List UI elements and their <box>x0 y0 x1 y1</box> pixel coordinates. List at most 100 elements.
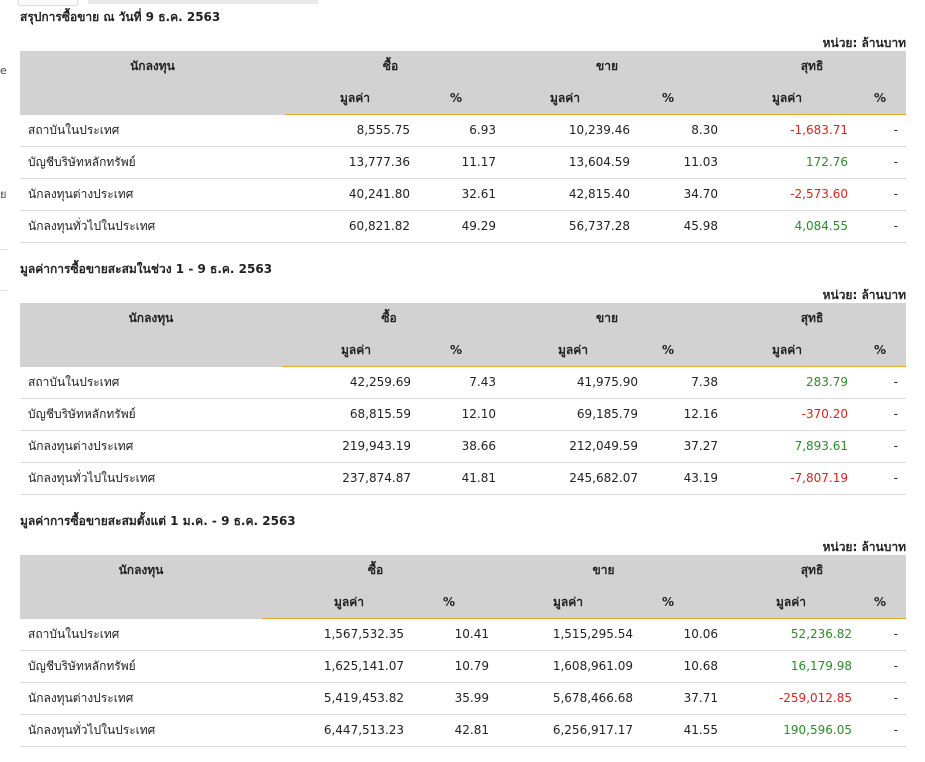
table-row: นักลงทุนทั่วไปในประเทศ 60,821.82 49.29 56,7… <box>20 211 906 243</box>
buy-percent-cell: 11.17 <box>461 155 496 169</box>
subheader-net-percent: % <box>874 343 887 357</box>
sell-value-cell: 212,049.59 <box>569 439 638 453</box>
net-value-cell: 16,179.98 <box>790 659 852 673</box>
investor-type-cell: นักลงทุนทั่วไปในประเทศ <box>28 723 156 737</box>
left-edge-fragment: e <box>0 64 7 77</box>
left-edge-divider <box>0 290 8 291</box>
top-tab[interactable] <box>18 0 78 6</box>
subheader-buy-percent: % <box>450 91 463 105</box>
subheader-blank <box>20 587 262 619</box>
subheader-net-value: มูลค่า <box>776 595 807 609</box>
sell-value-cell: 245,682.07 <box>569 471 638 485</box>
header-net: สุทธิ <box>800 563 824 577</box>
net-value-cell: 7,893.61 <box>794 439 848 453</box>
left-edge-panel: e ย <box>0 0 8 762</box>
header-net: สุทธิ <box>800 311 824 325</box>
investor-type-cell: สถาบันในประเทศ <box>28 627 120 641</box>
trading-section: มูลค่าการซื้อขายสะสมในช่วง 1 - 9 ธ.ค. 25… <box>20 260 906 510</box>
subheader-buy-percent: % <box>443 595 456 609</box>
sell-value-cell: 56,737.28 <box>568 219 630 233</box>
header-sell: ขาย <box>596 311 618 325</box>
sell-value-cell: 13,604.59 <box>568 155 630 169</box>
trading-table: นักลงทุน ซื้อ ขาย สุทธิ มูลค่า% มูลค่า% มูลค่า… <box>20 555 906 755</box>
sell-percent-cell: 12.16 <box>683 407 718 421</box>
sell-value-cell: 10,239.46 <box>568 123 630 137</box>
sell-value-cell: 5,678,466.68 <box>552 691 633 705</box>
investor-type-cell: บัญชีบริษัทหลักทรัพย์ <box>28 659 136 673</box>
investor-type-cell: บัญชีบริษัทหลักทรัพย์ <box>28 155 136 169</box>
table-subheader-row: มูลค่า% มูลค่า% มูลค่า% <box>20 587 906 619</box>
buy-percent-cell: 32.61 <box>461 187 496 201</box>
unit-label: หน่วย: ล้านบาท <box>822 540 906 554</box>
subheader-net-percent: % <box>874 91 887 105</box>
sell-percent-cell: 10.68 <box>683 659 718 673</box>
buy-value-cell: 1,567,532.35 <box>323 627 404 641</box>
buy-percent-cell: 10.41 <box>454 627 489 641</box>
subheader-net-percent: % <box>874 595 887 609</box>
buy-value-cell: 6,447,513.23 <box>323 723 404 737</box>
header-net: สุทธิ <box>800 59 824 73</box>
net-percent-cell: - <box>893 723 898 737</box>
subheader-buy-percent: % <box>450 343 463 357</box>
investor-type-cell: บัญชีบริษัทหลักทรัพย์ <box>28 407 136 421</box>
net-value-cell: 190,596.05 <box>783 723 852 737</box>
buy-value-cell: 1,625,141.07 <box>323 659 404 673</box>
buy-percent-cell: 38.66 <box>461 439 496 453</box>
header-buy: ซื้อ <box>381 311 397 325</box>
sell-percent-cell: 43.19 <box>683 471 718 485</box>
table-row: บัญชีบริษัทหลักทรัพย์ 1,625,141.07 10.79 1,… <box>20 651 906 683</box>
net-percent-cell: - <box>893 123 898 137</box>
sell-value-cell: 41,975.90 <box>576 375 638 389</box>
subheader-buy-value: มูลค่า <box>334 595 365 609</box>
buy-percent-cell: 41.81 <box>461 471 496 485</box>
investor-type-cell: สถาบันในประเทศ <box>28 123 120 137</box>
trading-section: มูลค่าการซื้อขายสะสมตั้งแต่ 1 ม.ค. - 9 ธ… <box>20 512 906 762</box>
buy-value-cell: 13,777.36 <box>348 155 410 169</box>
sell-percent-cell: 10.06 <box>683 627 718 641</box>
left-edge-divider <box>0 249 8 250</box>
trading-section: สรุปการซื้อขาย ณ วันที่ 9 ธ.ค. 2563 หน่วย… <box>20 8 906 258</box>
unit-label: หน่วย: ล้านบาท <box>822 36 906 50</box>
investor-type-cell: สถาบันในประเทศ <box>28 375 120 389</box>
net-percent-cell: - <box>893 187 898 201</box>
buy-value-cell: 60,821.82 <box>348 219 410 233</box>
header-buy: ซื้อ <box>382 59 399 73</box>
net-percent-cell: - <box>893 627 898 641</box>
subheader-sell-value: มูลค่า <box>558 343 589 357</box>
buy-percent-cell: 49.29 <box>461 219 496 233</box>
subheader-sell-value: มูลค่า <box>550 91 581 105</box>
sell-percent-cell: 8.30 <box>691 123 718 137</box>
sell-value-cell: 1,515,295.54 <box>552 627 633 641</box>
trading-table: นักลงทุน ซื้อ ขาย สุทธิ มูลค่า% มูลค่า% มูลค่า… <box>20 303 906 503</box>
top-tab-bar <box>88 0 318 4</box>
net-value-cell: 4,084.55 <box>794 219 848 233</box>
table-row: นักลงทุนทั่วไปในประเทศ 237,874.87 41.81 245… <box>20 463 906 495</box>
table-header-row: นักลงทุน ซื้อ ขาย สุทธิ <box>20 555 906 587</box>
net-percent-cell: - <box>893 155 898 169</box>
header-sell: ขาย <box>596 59 618 73</box>
header-investor: นักลงทุน <box>118 563 164 577</box>
buy-value-cell: 8,555.75 <box>356 123 410 137</box>
buy-value-cell: 219,943.19 <box>342 439 411 453</box>
subheader-sell-percent: % <box>662 91 675 105</box>
subheader-blank <box>20 335 282 367</box>
buy-value-cell: 42,259.69 <box>349 375 411 389</box>
subheader-buy-value: มูลค่า <box>341 343 372 357</box>
section-title: มูลค่าการซื้อขายสะสมในช่วง 1 - 9 ธ.ค. 25… <box>20 262 273 276</box>
buy-percent-cell: 12.10 <box>461 407 496 421</box>
net-value-cell: -370.20 <box>801 407 848 421</box>
buy-percent-cell: 35.99 <box>454 691 489 705</box>
sell-percent-cell: 37.27 <box>683 439 718 453</box>
subheader-sell-percent: % <box>662 595 675 609</box>
table-subheader-row: มูลค่า% มูลค่า% มูลค่า% <box>20 83 906 115</box>
net-value-cell: 52,236.82 <box>790 627 852 641</box>
subheader-net-value: มูลค่า <box>772 343 803 357</box>
table-row: นักลงทุนทั่วไปในประเทศ 6,447,513.23 42.81 6… <box>20 715 906 747</box>
table-row: สถาบันในประเทศ 1,567,532.35 10.41 1,515,295… <box>20 619 906 651</box>
sell-percent-cell: 34.70 <box>683 187 718 201</box>
subheader-net-value: มูลค่า <box>772 91 803 105</box>
subheader-blank <box>20 83 285 115</box>
buy-value-cell: 237,874.87 <box>342 471 411 485</box>
sell-value-cell: 69,185.79 <box>576 407 638 421</box>
investor-type-cell: นักลงทุนทั่วไปในประเทศ <box>28 219 156 233</box>
